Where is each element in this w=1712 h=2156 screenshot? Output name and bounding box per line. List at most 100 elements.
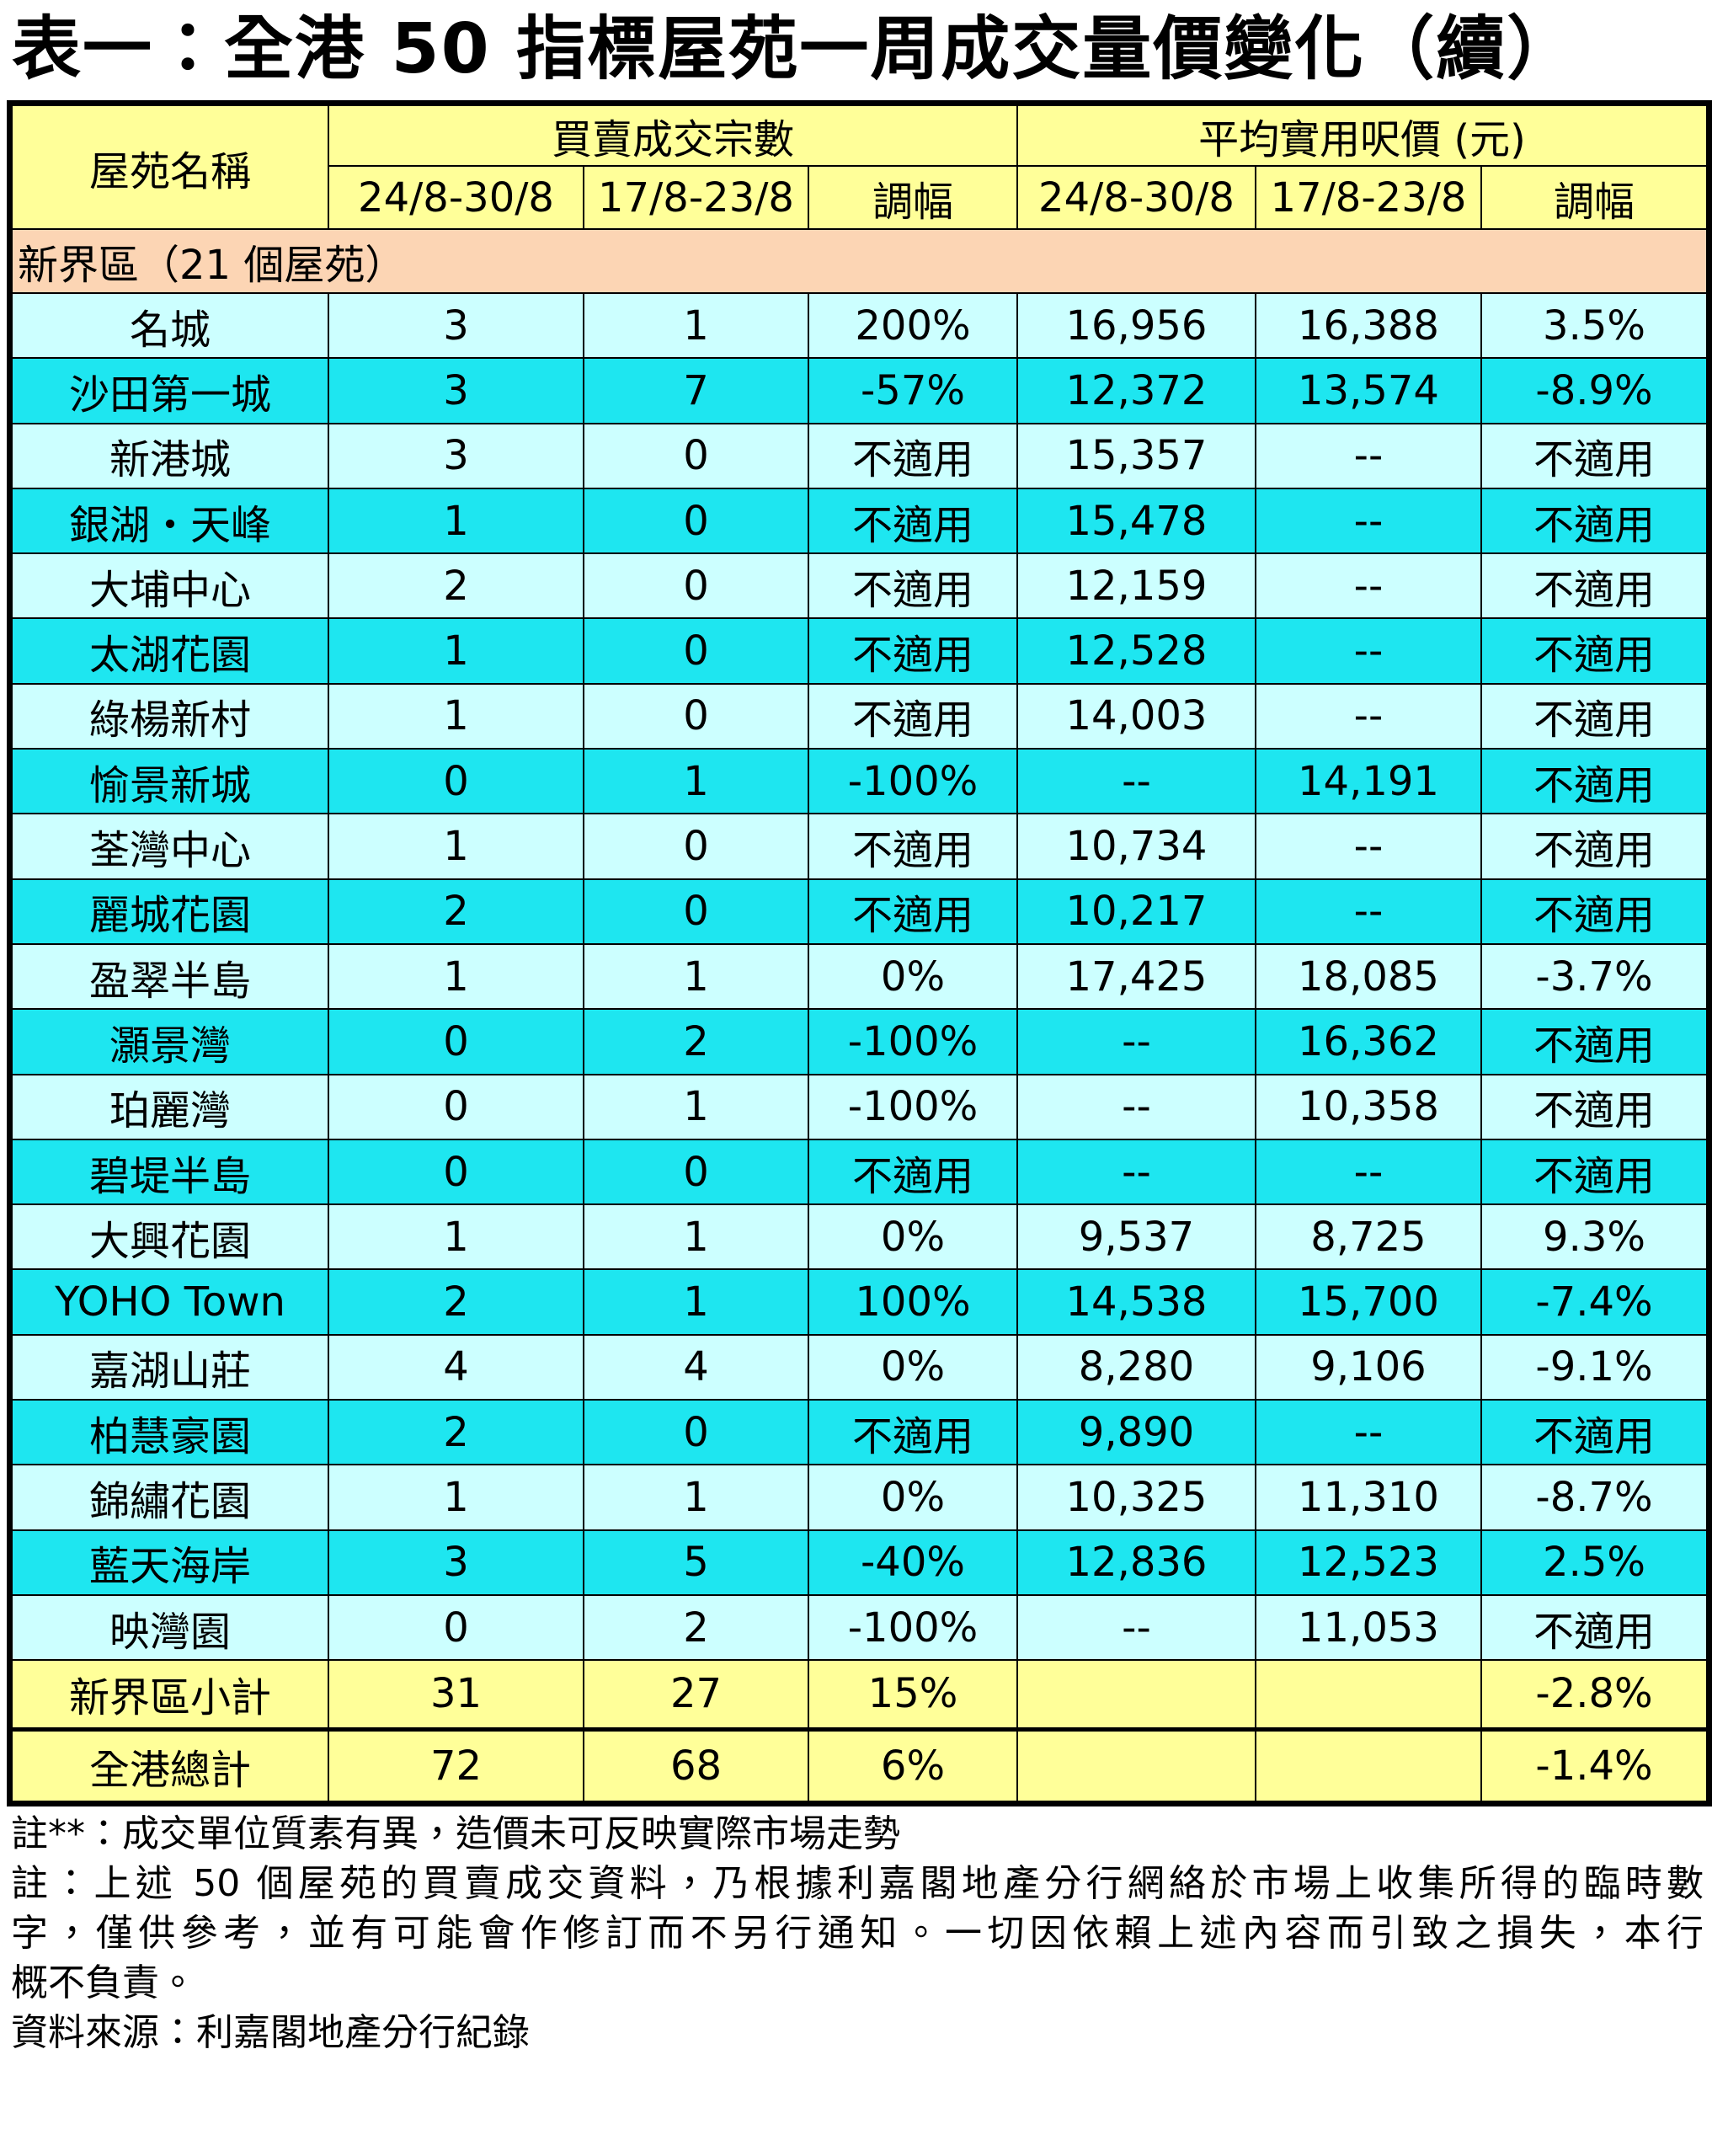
- cell: 不適用: [1480, 878, 1709, 945]
- header-cell: 17/8-23/8: [583, 165, 809, 230]
- cell: 3: [328, 291, 584, 360]
- header-cell: 24/8-30/8: [1016, 165, 1256, 230]
- cell: 4: [583, 1333, 809, 1401]
- cell: 2: [328, 1399, 584, 1466]
- cell: 10,217: [1016, 878, 1256, 945]
- total-row: 全港總計 72 68 6% -1.4%: [11, 1726, 1709, 1803]
- cell: 新港城: [11, 422, 329, 489]
- header-group: 買賣成交宗數: [328, 104, 1018, 167]
- data-row: 灝景灣 0 2 -100% -- 16,362 不適用: [11, 1008, 1709, 1075]
- cell: -7.4%: [1480, 1268, 1709, 1336]
- cell: 2: [328, 1268, 584, 1336]
- cell: 9,537: [1016, 1203, 1256, 1271]
- note-line: 註**：成交單位質素有異，造價未可反映實際市場走勢: [11, 1812, 900, 1855]
- data-row: 銀湖・天峰 1 0 不適用 15,478 -- 不適用: [11, 487, 1709, 555]
- cell: 8,725: [1255, 1203, 1482, 1271]
- cell: 大興花園: [11, 1203, 329, 1271]
- cell: 不適用: [1480, 1593, 1709, 1662]
- cell: 不適用: [1480, 422, 1709, 489]
- cell: -8.9%: [1480, 357, 1709, 424]
- cell: 12,372: [1016, 357, 1256, 424]
- cell: 12,159: [1016, 552, 1256, 620]
- cell: 15,700: [1255, 1268, 1482, 1336]
- cell: 9,890: [1016, 1399, 1256, 1466]
- header-cell: 屋苑名稱: [11, 104, 329, 230]
- data-row: 大埔中心 2 0 不適用 12,159 -- 不適用: [11, 552, 1709, 620]
- note-line: 字，僅供參考，並有可能會作修訂而不另行通知。一切因依賴上述內容而引致之損失，本行: [11, 1912, 1704, 1955]
- cell: 1: [583, 1073, 809, 1140]
- header-cell: 17/8-23/8: [1255, 165, 1482, 230]
- cell: -2.8%: [1480, 1659, 1709, 1731]
- cell: 不適用: [808, 487, 1018, 555]
- data-row: 大興花園 1 1 0% 9,537 8,725 9.3%: [11, 1203, 1709, 1271]
- cell: 3: [328, 1529, 584, 1596]
- cell: 不適用: [1480, 748, 1709, 815]
- cell: 14,191: [1255, 748, 1482, 815]
- cell: -3.7%: [1480, 942, 1709, 1011]
- cell: 不適用: [1480, 487, 1709, 555]
- cell: 不適用: [1480, 1073, 1709, 1140]
- cell: [1255, 1659, 1482, 1731]
- cell: 不適用: [808, 1138, 1018, 1206]
- header-cell: 調幅: [1480, 165, 1709, 230]
- cell: 0%: [808, 942, 1018, 1011]
- cell: --: [1255, 878, 1482, 945]
- cell: 1: [583, 1203, 809, 1271]
- cell: 0%: [808, 1464, 1018, 1531]
- header-row: 屋苑名稱 買賣成交宗數 平均實用呎價 (元): [11, 104, 1709, 230]
- cell: --: [1016, 1138, 1256, 1206]
- cell: 映灣園: [11, 1593, 329, 1662]
- cell: 1: [583, 291, 809, 360]
- notes: 註**：成交單位質素有異，造價未可反映實際市場走勢 註：上述 50 個屋苑的買賣成…: [11, 1809, 1704, 2057]
- data-row: 珀麗灣 0 1 -100% -- 10,358 不適用: [11, 1073, 1709, 1140]
- cell: 0: [583, 552, 809, 620]
- cell: 大埔中心: [11, 552, 329, 620]
- cell: --: [1255, 552, 1482, 620]
- cell: 27: [583, 1659, 809, 1731]
- cell: 1: [583, 942, 809, 1011]
- cell: 銀湖・天峰: [11, 487, 329, 555]
- cell: 珀麗灣: [11, 1073, 329, 1140]
- data-row: 麗城花園 2 0 不適用 10,217 -- 不適用: [11, 878, 1709, 945]
- cell: --: [1255, 487, 1482, 555]
- data-row: 名城 3 1 200% 16,956 16,388 3.5%: [11, 291, 1709, 360]
- cell: 1: [583, 1464, 809, 1531]
- cell: 柏慧豪園: [11, 1399, 329, 1466]
- cell: --: [1016, 748, 1256, 815]
- cell: 碧堤半島: [11, 1138, 329, 1206]
- cell: 12,528: [1016, 617, 1256, 685]
- cell: --: [1016, 1593, 1256, 1662]
- cell: 1: [328, 813, 584, 880]
- cell: 新界區小計: [11, 1659, 329, 1731]
- cell: --: [1255, 813, 1482, 880]
- cell: 9,106: [1255, 1333, 1482, 1401]
- cell: 200%: [808, 291, 1018, 360]
- data-row: 碧堤半島 0 0 不適用 -- -- 不適用: [11, 1138, 1709, 1206]
- cell: 1: [328, 617, 584, 685]
- cell: 11,310: [1255, 1464, 1482, 1531]
- cell: -9.1%: [1480, 1333, 1709, 1401]
- cell: --: [1016, 1008, 1256, 1075]
- cell: 68: [583, 1726, 809, 1803]
- cell: 不適用: [808, 813, 1018, 880]
- data-row: 太湖花園 1 0 不適用 12,528 -- 不適用: [11, 617, 1709, 685]
- data-row: 映灣園 0 2 -100% -- 11,053 不適用: [11, 1593, 1709, 1662]
- cell: 16,362: [1255, 1008, 1482, 1075]
- cell: 72: [328, 1726, 584, 1803]
- header-row: 24/8-30/8 17/8-23/8 調幅 24/8-30/8 17/8-23/8 調幅: [12, 165, 1709, 230]
- cell: 不適用: [808, 1399, 1018, 1466]
- cell: 不適用: [808, 617, 1018, 685]
- header-group: 平均實用呎價 (元): [1016, 104, 1709, 167]
- cell: 1: [328, 682, 584, 750]
- header-cell: 24/8-30/8: [328, 165, 584, 230]
- cell: 不適用: [1480, 682, 1709, 750]
- cell: 不適用: [808, 552, 1018, 620]
- cell: 3: [328, 357, 584, 424]
- cell: 14,003: [1016, 682, 1256, 750]
- cell: 不適用: [1480, 1138, 1709, 1206]
- cell: 錦繡花園: [11, 1464, 329, 1531]
- title: 表一：全港 50 指標屋苑一周成交量價變化（續）: [12, 9, 1578, 89]
- cell: 0%: [808, 1333, 1018, 1401]
